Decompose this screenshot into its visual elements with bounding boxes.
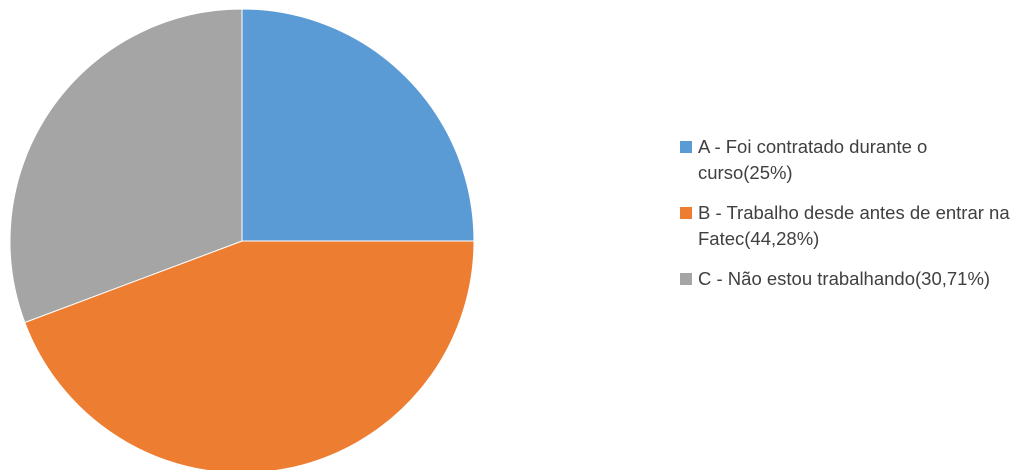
legend-swatch [680, 141, 692, 153]
pie-slice [241, 8, 475, 242]
legend-item: B - Trabalho desde antes de entrar na Fa… [680, 200, 1010, 252]
legend-label: C - Não estou trabalhando(30,71%) [698, 268, 991, 289]
legend-swatch [680, 273, 692, 285]
legend-swatch [680, 207, 692, 219]
pie-slice [9, 8, 243, 324]
pie-slice [24, 240, 475, 470]
legend-label: B - Trabalho desde antes de entrar na Fa… [698, 202, 1010, 249]
legend: A - Foi contratado durante o curso(25%) B… [680, 134, 1010, 306]
legend-item: A - Foi contratado durante o curso(25%) [680, 134, 1010, 186]
legend-item: C - Não estou trabalhando(30,71%) [680, 266, 1010, 292]
legend-label: A - Foi contratado durante o curso(25%) [698, 136, 928, 183]
